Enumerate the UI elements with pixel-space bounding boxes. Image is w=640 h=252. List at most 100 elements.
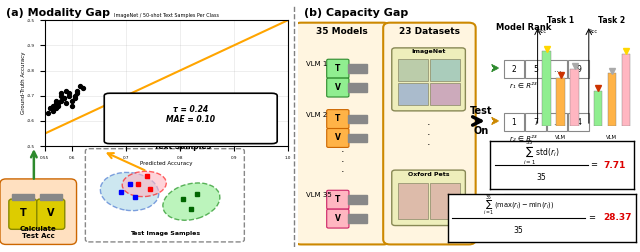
Bar	[348, 195, 367, 204]
Bar	[348, 64, 367, 73]
FancyBboxPatch shape	[547, 113, 568, 131]
Text: Oxford Pets: Oxford Pets	[408, 172, 449, 177]
Text: r₁ ∈ R²³: r₁ ∈ R²³	[510, 83, 537, 89]
FancyBboxPatch shape	[294, 23, 390, 244]
Point	[61, 101, 72, 105]
Text: 7.71: 7.71	[604, 161, 626, 170]
FancyBboxPatch shape	[547, 194, 568, 212]
Point	[51, 106, 61, 110]
Text: 7: 7	[533, 118, 538, 127]
Point	[72, 89, 83, 93]
Point	[53, 104, 63, 108]
Title: Task 2: Task 2	[598, 16, 625, 25]
FancyBboxPatch shape	[568, 60, 589, 78]
Point	[56, 99, 66, 103]
Text: VLM 2: VLM 2	[306, 112, 328, 118]
Bar	[607, 73, 616, 126]
Bar	[543, 51, 551, 126]
FancyBboxPatch shape	[397, 59, 428, 81]
Text: 1: 1	[511, 118, 516, 127]
Point	[69, 94, 79, 98]
Bar	[594, 91, 602, 126]
Point	[67, 99, 77, 103]
Text: 35: 35	[513, 226, 523, 235]
Point	[51, 101, 61, 105]
Bar	[348, 83, 367, 92]
Text: …: …	[554, 65, 561, 74]
Text: V: V	[47, 208, 54, 218]
Text: τ = 0.24
MAE = 0.10: τ = 0.24 MAE = 0.10	[166, 105, 215, 124]
Text: Calculate
Test Acc: Calculate Test Acc	[20, 226, 57, 239]
Text: …: …	[554, 198, 561, 207]
Ellipse shape	[122, 171, 166, 197]
Point	[61, 89, 72, 93]
Bar	[348, 214, 367, 223]
Point	[64, 94, 74, 98]
Text: VLM 35: VLM 35	[306, 192, 332, 198]
FancyBboxPatch shape	[504, 113, 524, 131]
FancyBboxPatch shape	[326, 209, 349, 228]
Point	[69, 96, 79, 100]
Text: V: V	[335, 83, 341, 92]
Text: (b) Capacity Gap: (b) Capacity Gap	[305, 8, 409, 18]
Text: VLM: VLM	[555, 135, 566, 140]
Point	[48, 109, 58, 113]
FancyBboxPatch shape	[504, 60, 524, 78]
Text: …: …	[554, 118, 561, 127]
Text: 3: 3	[576, 198, 581, 207]
Text: r₂ ∈ R²³: r₂ ∈ R²³	[510, 136, 537, 142]
FancyBboxPatch shape	[9, 199, 37, 229]
Text: $\sum_{i=1}^{35}\,(\max(\mathit{r_i})-\min(\mathit{r_i}))$: $\sum_{i=1}^{35}\,(\max(\mathit{r_i})-\m…	[483, 194, 554, 217]
FancyBboxPatch shape	[383, 23, 476, 244]
X-axis label: Predicted Accuracy: Predicted Accuracy	[140, 161, 193, 166]
Point	[56, 91, 66, 95]
Text: VLM 1: VLM 1	[306, 61, 328, 67]
Text: 8: 8	[533, 198, 538, 207]
FancyBboxPatch shape	[326, 78, 349, 97]
Text: ·
·
·: · · ·	[427, 120, 431, 150]
Title: Task 1: Task 1	[547, 16, 574, 25]
Text: T: T	[335, 195, 340, 204]
Text: On: On	[473, 126, 488, 136]
Point	[59, 96, 69, 100]
FancyBboxPatch shape	[392, 170, 465, 226]
FancyBboxPatch shape	[37, 199, 65, 229]
Text: Acc: Acc	[589, 29, 598, 34]
FancyBboxPatch shape	[104, 93, 277, 144]
FancyBboxPatch shape	[504, 194, 524, 212]
FancyBboxPatch shape	[568, 194, 589, 212]
Ellipse shape	[100, 172, 159, 211]
Text: 4: 4	[576, 118, 581, 127]
Point	[67, 104, 77, 108]
Point	[75, 84, 85, 88]
Point	[45, 106, 55, 110]
Text: 5: 5	[533, 65, 538, 74]
Text: VLM: VLM	[606, 135, 618, 140]
Point	[72, 91, 83, 95]
Text: =: =	[590, 161, 597, 170]
FancyBboxPatch shape	[326, 59, 349, 78]
Text: ·
·
·: · · ·	[340, 147, 344, 178]
Bar	[12, 194, 34, 200]
Point	[64, 91, 74, 95]
Point	[56, 94, 66, 98]
Text: 35 Models: 35 Models	[316, 27, 368, 36]
Point	[59, 96, 69, 100]
Y-axis label: Ground-Truth Accuracy: Ground-Truth Accuracy	[20, 52, 26, 114]
Text: 35: 35	[536, 173, 547, 182]
Point	[77, 86, 88, 90]
Text: Test Image Samples: Test Image Samples	[130, 231, 200, 236]
Text: Model Rank: Model Rank	[496, 23, 551, 32]
Text: V: V	[335, 214, 341, 223]
Text: ·
·
·: · · ·	[522, 147, 525, 178]
FancyBboxPatch shape	[85, 149, 244, 242]
Point	[53, 101, 63, 105]
Text: 4: 4	[511, 198, 516, 207]
Point	[42, 111, 52, 115]
Text: 28.37: 28.37	[604, 213, 632, 223]
Text: (a) Modality Gap: (a) Modality Gap	[6, 8, 110, 18]
Text: =: =	[588, 213, 595, 223]
Bar	[40, 194, 62, 200]
Ellipse shape	[163, 183, 220, 220]
FancyBboxPatch shape	[525, 60, 546, 78]
